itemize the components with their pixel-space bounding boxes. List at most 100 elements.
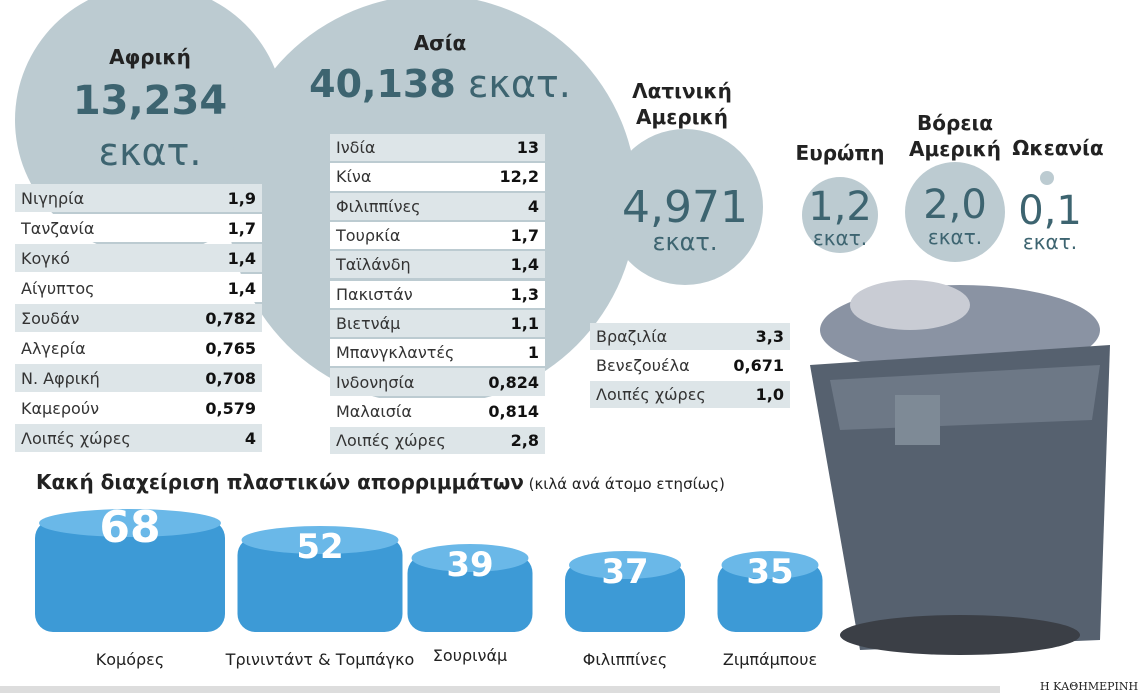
region-name: Ασία bbox=[414, 30, 467, 56]
table-row: Κογκό 1,4 bbox=[15, 244, 262, 272]
region-name: Βόρεια Αμερική bbox=[895, 110, 1015, 162]
bin-base bbox=[840, 615, 1080, 655]
country: Πακιστάν bbox=[336, 285, 413, 304]
table-row: Νιγηρία 1,9 bbox=[15, 184, 262, 212]
country: Ινδονησία bbox=[336, 373, 414, 392]
country: Νιγηρία bbox=[21, 189, 84, 208]
cap-label: Κομόρες bbox=[96, 650, 164, 669]
value: 0,708 bbox=[205, 369, 256, 388]
value: 0,824 bbox=[488, 373, 539, 392]
value: 13 bbox=[517, 138, 539, 157]
table-row: Αλγερία 0,765 bbox=[15, 334, 262, 362]
table-row: Ινδονησία 0,824 bbox=[330, 368, 545, 395]
value: 1,3 bbox=[511, 285, 539, 304]
source: Η ΚΑΘΗΜΕΡΙΝΗ bbox=[1040, 680, 1138, 693]
cap-value: 37 bbox=[601, 552, 648, 592]
trash-pile bbox=[850, 280, 970, 330]
bin-label bbox=[895, 395, 940, 445]
value: 3,3 bbox=[756, 327, 784, 346]
region-total: 13,234 bbox=[73, 78, 227, 124]
country: Ν. Αφρική bbox=[21, 369, 100, 388]
value: 1,9 bbox=[228, 189, 256, 208]
table-row: Τουρκία 1,7 bbox=[330, 222, 545, 249]
table-row: Καμερούν 0,579 bbox=[15, 394, 262, 422]
country: Τανζανία bbox=[21, 219, 94, 238]
value: 0,579 bbox=[205, 399, 256, 418]
table-row: Ταϊλάνδη 1,4 bbox=[330, 251, 545, 278]
cap-label: Ζιμπάμπουε bbox=[723, 650, 817, 669]
footer-bar bbox=[0, 686, 1000, 693]
table-row: Πακιστάν 1,3 bbox=[330, 281, 545, 308]
cap-value: 39 bbox=[446, 545, 493, 585]
value: 1,4 bbox=[511, 255, 539, 274]
country: Αλγερία bbox=[21, 339, 86, 358]
table-row: Βενεζουέλα 0,671 bbox=[590, 352, 790, 379]
value: 2,8 bbox=[511, 431, 539, 450]
cap-value: 35 bbox=[746, 552, 793, 592]
value: 12,2 bbox=[500, 167, 539, 186]
value: 4 bbox=[245, 429, 256, 448]
country: Μπανγκλαντές bbox=[336, 343, 454, 362]
country: Βενεζουέλα bbox=[596, 356, 690, 375]
region-total: 1,2 bbox=[808, 184, 872, 230]
cap-label: Τρινιντάντ & Τομπάγκο bbox=[226, 650, 415, 669]
country: Καμερούν bbox=[21, 399, 99, 418]
country: Ταϊλάνδη bbox=[336, 255, 411, 274]
country: Αίγυπτος bbox=[21, 279, 95, 298]
country: Λοιπές χώρες bbox=[336, 431, 446, 450]
table-row: Ινδία 13 bbox=[330, 134, 545, 161]
table-row: Βραζιλία 3,3 bbox=[590, 323, 790, 350]
cap-value: 52 bbox=[296, 527, 343, 567]
table-row: Σουδάν 0,782 bbox=[15, 304, 262, 332]
region-total: 40,138 bbox=[309, 62, 456, 106]
country: Φιλιππίνες bbox=[336, 197, 421, 216]
region-unit: εκατ. bbox=[99, 133, 202, 171]
table-row: Ν. Αφρική 0,708 bbox=[15, 364, 262, 392]
region-total: 0,1 bbox=[1018, 188, 1082, 234]
country: Τουρκία bbox=[336, 226, 400, 245]
region-unit: εκατ. bbox=[1023, 232, 1077, 252]
region-total: 2,0 bbox=[923, 182, 987, 228]
value: 1,1 bbox=[511, 314, 539, 333]
oceania-bubble bbox=[1040, 171, 1054, 185]
country: Μαλαισία bbox=[336, 402, 412, 421]
region-unit: εκατ. bbox=[652, 230, 717, 254]
country: Ινδία bbox=[336, 138, 375, 157]
trash-bin bbox=[810, 280, 1110, 655]
cap-value: 68 bbox=[99, 502, 160, 553]
country: Κογκό bbox=[21, 249, 70, 268]
value: 1 bbox=[528, 343, 539, 362]
region-total-line: 40,138 εκατ. bbox=[309, 62, 571, 106]
value: 4 bbox=[528, 197, 539, 216]
infographic: Αφρική13,234εκατ.Νιγηρία1,9Τανζανία1,7Κο… bbox=[0, 0, 1143, 693]
country: Λοιπές χώρες bbox=[21, 429, 131, 448]
cap-label: Φιλιππίνες bbox=[583, 650, 668, 669]
region-name: Λατινική Αμερική bbox=[617, 78, 747, 130]
value: 0,765 bbox=[205, 339, 256, 358]
value: 1,4 bbox=[228, 279, 256, 298]
region-name: Ευρώπη bbox=[796, 140, 885, 166]
value: 1,7 bbox=[511, 226, 539, 245]
country: Βιετνάμ bbox=[336, 314, 400, 333]
region-unit: εκατ. bbox=[928, 227, 982, 247]
table-row: Αίγυπτος 1,4 bbox=[15, 274, 262, 302]
value: 1,4 bbox=[228, 249, 256, 268]
table-row: Λοιπές χώρες 2,8 bbox=[330, 427, 545, 454]
table-row: Λοιπές χώρες1,0 bbox=[590, 381, 790, 408]
country: Βραζιλία bbox=[596, 327, 667, 346]
region-total: 4,971 bbox=[622, 182, 748, 233]
plastic-heading: Κακή διαχείριση πλαστικών απορριμμάτων (… bbox=[36, 470, 725, 494]
table-row: Βιετνάμ 1,1 bbox=[330, 310, 545, 337]
value: 0,782 bbox=[205, 309, 256, 328]
plastic-title: Κακή διαχείριση πλαστικών απορριμμάτων bbox=[36, 470, 524, 494]
country: Σουδάν bbox=[21, 309, 79, 328]
region-name: Αφρική bbox=[109, 44, 191, 70]
table-row: Μπανγκλαντές 1 bbox=[330, 339, 545, 366]
plastic-subtitle: (κιλά ανά άτομο ετησίως) bbox=[524, 475, 725, 493]
region-unit: εκατ. bbox=[813, 228, 867, 248]
value: 0,671 bbox=[733, 356, 784, 375]
value: 1,0 bbox=[756, 385, 784, 404]
